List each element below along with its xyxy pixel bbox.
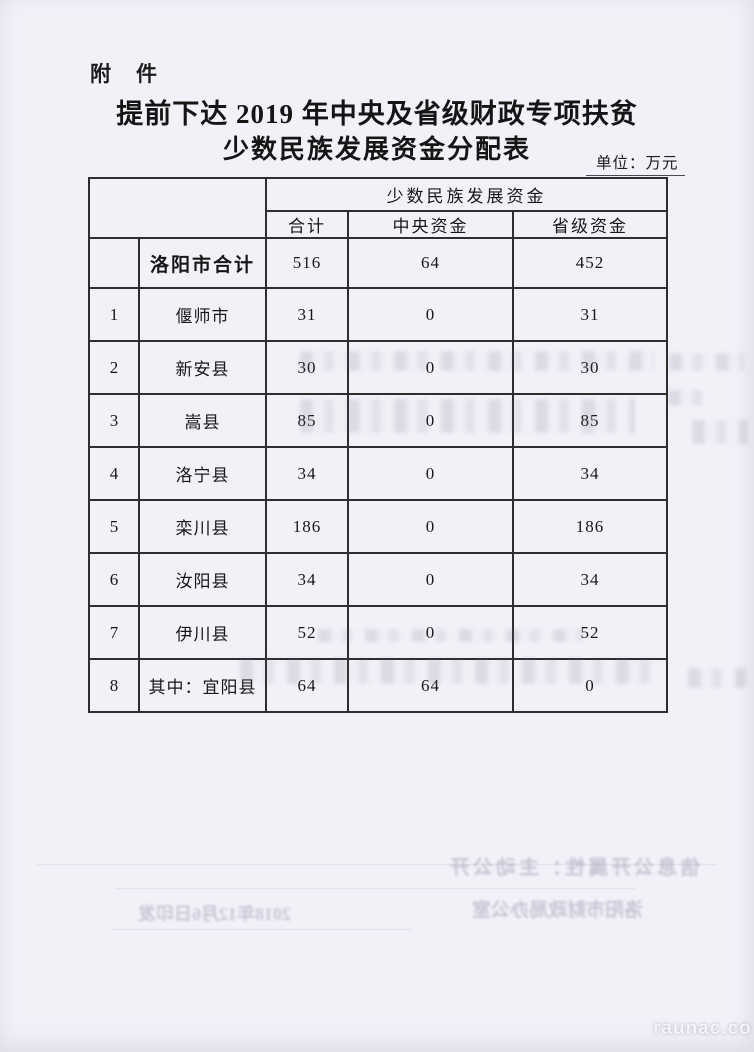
table-row: 1 偃师市 31 0 31 (88, 287, 668, 342)
row-name-cell: 汝阳县 (138, 552, 267, 607)
attachment-label: 附 件 (90, 62, 159, 86)
table-header-sub-row: 合计 中央资金 省级资金 (89, 210, 668, 239)
table-row: 3 嵩县 85 0 85 (88, 393, 668, 448)
row-total-cell: 64 (265, 658, 349, 713)
row-total-cell: 31 (265, 287, 349, 342)
row-total-cell: 186 (265, 499, 349, 554)
bleedthrough-text: 洛阳市财政局办公室 (472, 900, 644, 921)
row-central-cell: 64 (347, 237, 514, 289)
bleedthrough-smudge (669, 353, 744, 371)
table-header-group-row: 少数民族发展资金 (88, 177, 668, 239)
row-total-cell: 52 (265, 605, 349, 660)
row-central-cell: 0 (347, 446, 514, 501)
row-name-cell: 其中：宜阳县 (138, 658, 267, 713)
row-central-cell: 0 (347, 499, 514, 554)
row-name-cell: 新安县 (138, 340, 267, 395)
row-index-cell: 5 (88, 499, 140, 554)
row-total-cell: 516 (265, 237, 349, 289)
row-provincial-cell: 85 (512, 393, 668, 448)
row-central-cell: 0 (347, 340, 514, 395)
row-provincial-cell: 30 (512, 340, 668, 395)
row-index-cell: 8 (88, 658, 140, 713)
row-index-cell: 6 (88, 552, 140, 607)
row-total-cell: 30 (265, 340, 349, 395)
column-header-total: 合计 (265, 210, 349, 239)
bleedthrough-smudge (688, 668, 746, 688)
row-total-cell: 34 (265, 446, 349, 501)
row-provincial-cell: 34 (512, 446, 668, 501)
bleedthrough-smudge (692, 420, 748, 444)
row-name-cell: 伊川县 (138, 605, 267, 660)
row-name-cell: 栾川县 (138, 499, 267, 554)
row-central-cell: 0 (347, 552, 514, 607)
row-index-cell (88, 237, 140, 289)
unit-label: 单位：万元 (586, 151, 685, 176)
row-name-cell: 嵩县 (138, 393, 267, 448)
table-row: 2 新安县 30 0 30 (88, 340, 668, 395)
bleedthrough-smudge (668, 390, 704, 406)
bleedthrough-text: 2018年12月6日印发 (138, 904, 291, 924)
table-row-city-total: 洛阳市合计 516 64 452 (88, 237, 668, 289)
row-central-cell: 0 (347, 393, 514, 448)
row-index-cell: 2 (88, 340, 140, 395)
row-name-cell: 洛宁县 (138, 446, 267, 501)
table-row: 5 栾川县 186 0 186 (88, 499, 668, 554)
row-provincial-cell: 0 (512, 658, 668, 713)
row-central-cell: 0 (347, 287, 514, 342)
watermark: raunac.co (653, 1018, 752, 1039)
row-provincial-cell: 52 (512, 605, 668, 660)
table-row: 6 汝阳县 34 0 34 (88, 552, 668, 607)
table-row: 4 洛宁县 34 0 34 (88, 446, 668, 501)
column-header-provincial: 省级资金 (512, 210, 668, 239)
table-corner-cell (88, 177, 267, 239)
row-index-cell: 1 (88, 287, 140, 342)
column-header-central: 中央资金 (347, 210, 514, 239)
bleedthrough-line (115, 888, 635, 889)
table-row: 7 伊川县 52 0 52 (88, 605, 668, 660)
row-index-cell: 4 (88, 446, 140, 501)
row-name-cell: 洛阳市合计 (138, 237, 267, 289)
bleedthrough-line (113, 929, 413, 930)
allocation-table: 少数民族发展资金 合计 中央资金 省级资金 洛阳市合计 516 64 452 1… (88, 177, 668, 713)
row-total-cell: 34 (265, 552, 349, 607)
row-provincial-cell: 34 (512, 552, 668, 607)
row-provincial-cell: 186 (512, 499, 668, 554)
row-index-cell: 7 (88, 605, 140, 660)
bleedthrough-text: 信息公开属性：主动公开 (447, 857, 700, 879)
row-central-cell: 64 (347, 658, 514, 713)
row-central-cell: 0 (347, 605, 514, 660)
row-provincial-cell: 452 (512, 237, 668, 289)
document-title-line2: 少数民族发展资金分配表 (222, 135, 531, 164)
column-group-header: 少数民族发展资金 (265, 177, 668, 212)
row-index-cell: 3 (88, 393, 140, 448)
table-row: 8 其中：宜阳县 64 64 0 (88, 658, 668, 713)
row-name-cell: 偃师市 (138, 287, 267, 342)
document-title-line1: 提前下达 2019 年中央及省级财政专项扶贫 (116, 99, 638, 129)
bleedthrough-line (37, 864, 717, 865)
row-total-cell: 85 (265, 393, 349, 448)
row-provincial-cell: 31 (512, 287, 668, 342)
